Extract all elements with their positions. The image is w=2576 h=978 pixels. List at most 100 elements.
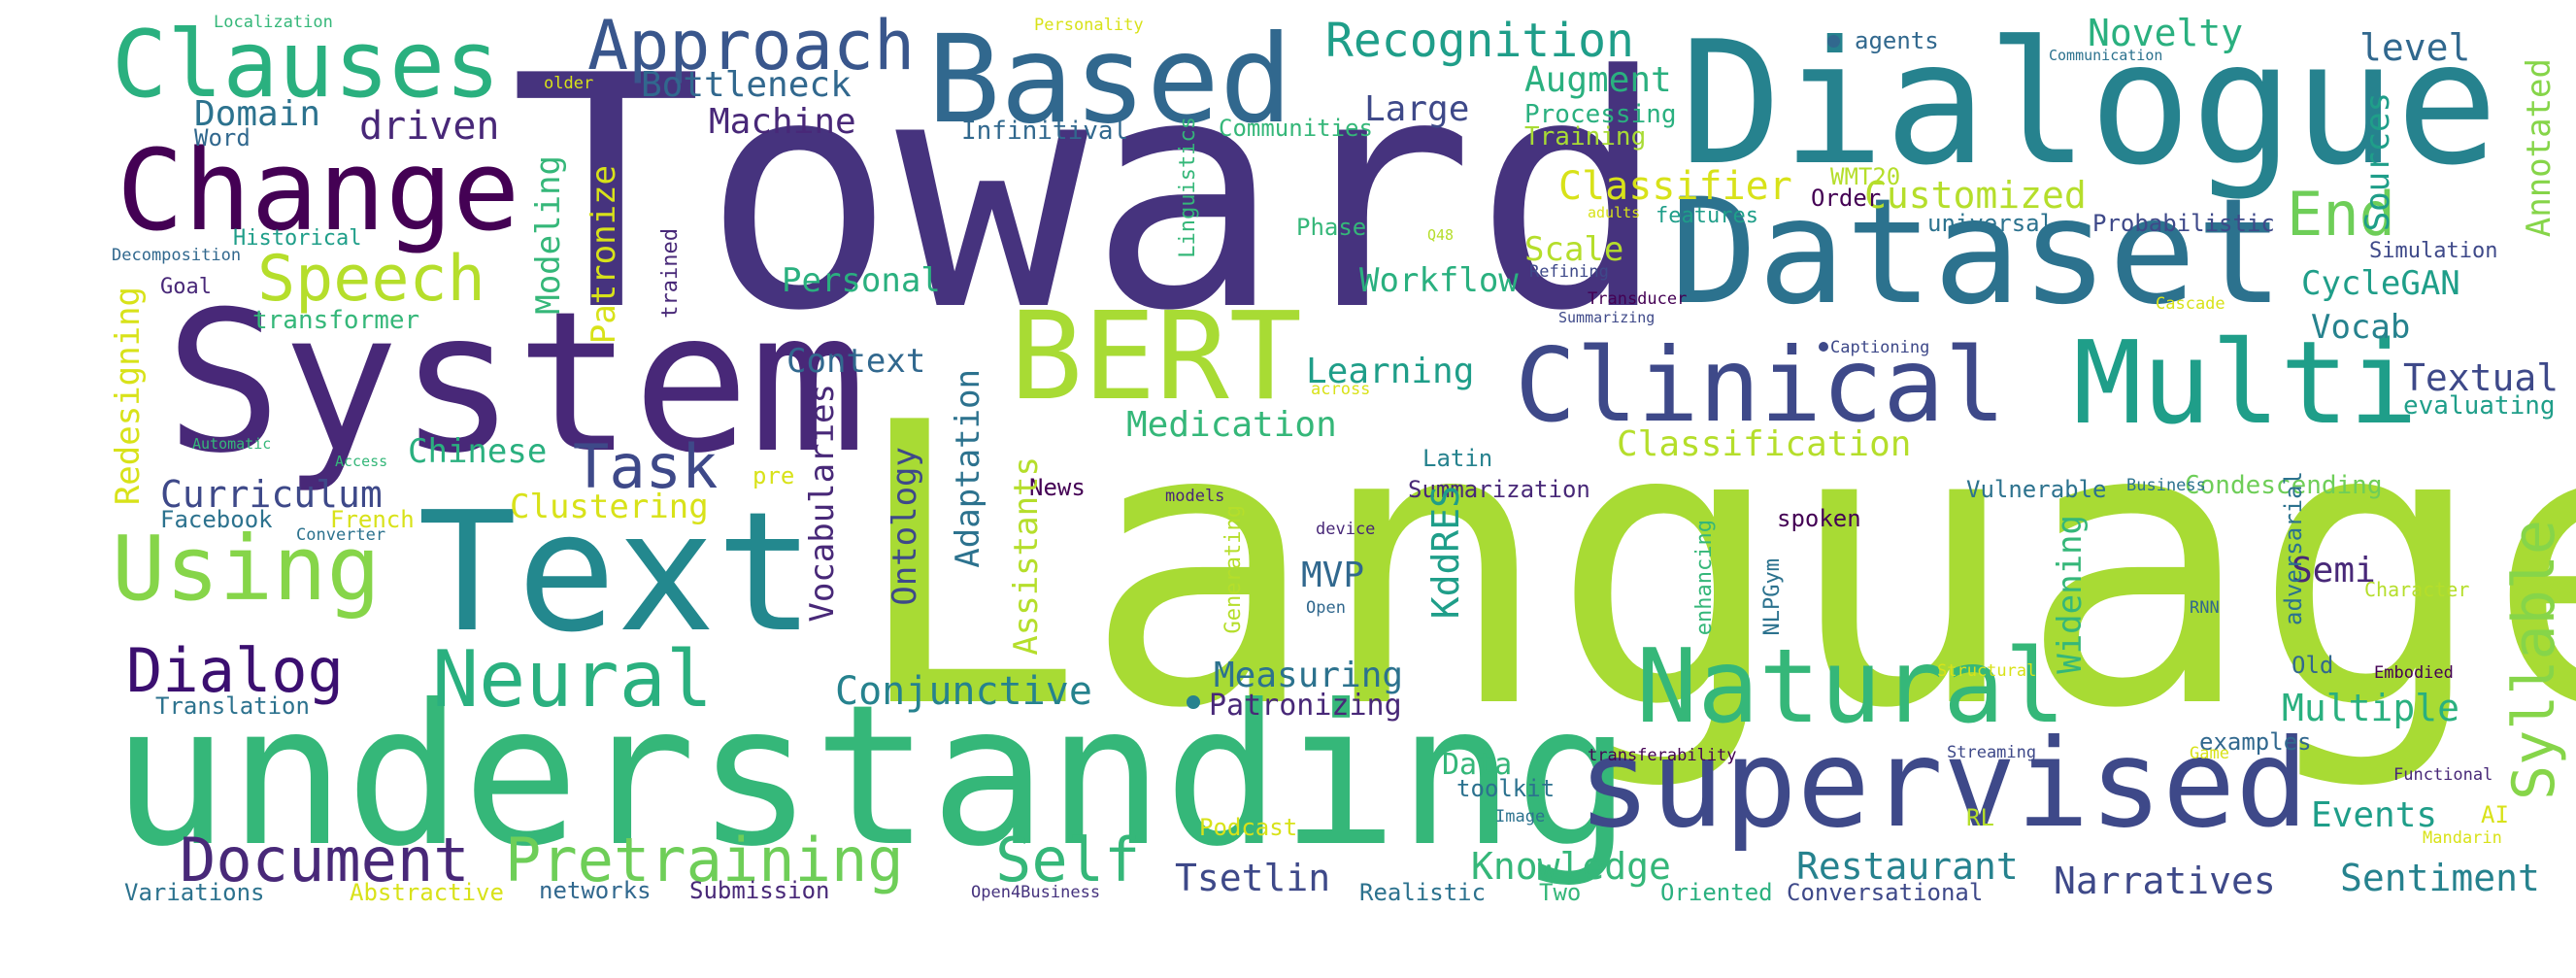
word-trained: trained xyxy=(658,228,683,319)
word-probabilistic: Probabilistic xyxy=(2092,210,2275,237)
word-adversarial: adversarial xyxy=(2280,471,2307,625)
word-character: Character xyxy=(2364,578,2470,601)
word-medication: Medication xyxy=(1126,405,1337,445)
word-word: Word xyxy=(194,124,251,152)
word-multiple: Multiple xyxy=(2282,687,2460,729)
word-speech: Speech xyxy=(257,243,485,316)
word-sources: Sources xyxy=(2359,92,2397,232)
word-assistants: Assistants xyxy=(1007,456,1046,656)
word-features: features xyxy=(1656,204,1758,228)
word-toward: Toward xyxy=(510,8,1668,381)
word-dialog: Dialog xyxy=(126,635,344,706)
word-functional: Functional xyxy=(2393,765,2493,785)
word-older: older xyxy=(544,74,594,93)
word-converter: Converter xyxy=(296,525,386,545)
word-modeling: Modeling xyxy=(529,155,568,315)
word-historical: Historical xyxy=(233,226,362,251)
word-oriented: Oriented xyxy=(1660,879,1773,906)
word-chinese: Chinese xyxy=(408,432,548,471)
word-context: Context xyxy=(786,342,926,381)
word-augment: Augment xyxy=(1524,60,1672,100)
word-kddres: KddRES xyxy=(1424,486,1467,620)
word-vocab: Vocab xyxy=(2311,308,2411,347)
word-using: Using xyxy=(112,517,381,621)
word-classification: Classification xyxy=(1617,424,1912,464)
word-podcast: Podcast xyxy=(1199,814,1298,841)
word-simulation: Simulation xyxy=(2369,239,2498,263)
word-based: Based xyxy=(927,10,1293,151)
word-vulnerable: Vulnerable xyxy=(1966,476,2107,503)
word-system: System xyxy=(165,270,867,496)
word-restaurant: Restaurant xyxy=(1796,845,2019,888)
word-news: News xyxy=(1029,474,1086,501)
word-agents: agents xyxy=(1855,27,1939,54)
word-evaluating: evaluating xyxy=(2403,391,2556,421)
word-automatic: Automatic xyxy=(192,435,272,453)
word-personal: Personal xyxy=(782,261,941,300)
word-mandarin: Mandarin xyxy=(2423,828,2502,848)
word-narratives: Narratives xyxy=(2054,860,2276,902)
word-summarizing: Summarizing xyxy=(1558,309,1656,326)
word-french: French xyxy=(330,506,415,533)
word-textual: Textual xyxy=(2403,356,2559,399)
word-personality: Personality xyxy=(1034,16,1144,35)
word-variations: Variations xyxy=(124,879,265,906)
word-access: Access xyxy=(335,453,388,470)
word-conjunctive: Conjunctive xyxy=(835,669,1092,714)
word-driven: driven xyxy=(359,104,500,149)
word-understanding: understanding xyxy=(112,663,1632,890)
word-toolkit: toolkit xyxy=(1456,775,1556,802)
word-goal: Goal xyxy=(160,275,212,299)
word-redesigning: Redesigning xyxy=(109,287,148,506)
word-conversational: Conversational xyxy=(1787,879,1984,906)
word-curriculum: Curriculum xyxy=(160,473,383,516)
word-linguistics: Linguistics xyxy=(1176,117,1200,258)
word-cyclegan: CycleGAN xyxy=(2301,264,2460,303)
word-vocabularies: Vocabularies xyxy=(803,384,842,623)
word-large: Large xyxy=(1364,89,1470,129)
word-patronizing: Patronizing xyxy=(1209,689,1402,723)
word-recognition: Recognition xyxy=(1325,14,1634,68)
word-abstractive: Abstractive xyxy=(350,879,504,906)
word-examples: examples xyxy=(2199,728,2312,756)
word-adaptation: Adaptation xyxy=(949,369,987,568)
word-bert: BERT xyxy=(1010,287,1303,427)
word-pre: pre xyxy=(753,462,795,489)
word-universal: universal xyxy=(1927,210,2055,237)
word-ontology: Ontology xyxy=(886,447,924,606)
word-classifier: Classifier xyxy=(1558,164,1792,209)
word-semi: Semi xyxy=(2292,551,2376,590)
word-enhancing: enhancing xyxy=(1692,520,1717,636)
word-text: Text xyxy=(418,477,816,669)
word-self: Self xyxy=(995,825,1141,895)
word-rnn: RNN xyxy=(2190,598,2220,618)
word-submission: Submission xyxy=(689,877,830,904)
word-supervised: supervised xyxy=(1578,714,2309,855)
word-localization: Localization xyxy=(214,13,333,32)
word-natural: Natural xyxy=(1636,627,2066,746)
word-embodied: Embodied xyxy=(2374,663,2454,683)
word-clustering: Clustering xyxy=(510,488,709,526)
word-workflow: Workflow xyxy=(1359,261,1519,300)
word-game: Game xyxy=(2190,744,2229,763)
word-learning: Learning xyxy=(1306,352,1475,391)
word-clinical: Clinical xyxy=(1515,326,2006,445)
word-widening: Widening xyxy=(2051,515,2090,674)
word-decomposition: Decomposition xyxy=(112,246,242,265)
decorative-dot xyxy=(1827,35,1840,48)
word-syllable: Syllable xyxy=(2500,520,2568,800)
word-clauses: Clauses xyxy=(112,12,501,118)
word-communication: Communication xyxy=(2049,47,2163,64)
word-transferability: transferability xyxy=(1588,746,1737,765)
word-wmt20: WMT20 xyxy=(1830,163,1901,190)
word-sentiment: Sentiment xyxy=(2340,857,2540,899)
word-realistic: Realistic xyxy=(1359,879,1487,906)
word-data: Data xyxy=(1442,748,1513,782)
word-task: Task xyxy=(573,431,719,502)
word-rl: RL xyxy=(1966,804,1994,831)
word-structural: Structural xyxy=(1937,661,2037,681)
decorative-dot xyxy=(1187,695,1200,709)
word-cascade: Cascade xyxy=(2156,294,2225,314)
word-dialogue: Dialogue xyxy=(1680,6,2498,203)
